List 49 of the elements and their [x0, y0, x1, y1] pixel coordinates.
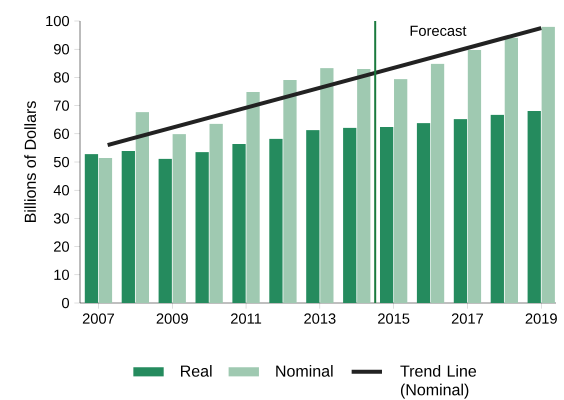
y-tick-label: 10 — [54, 270, 70, 280]
legend-label: Real — [181, 365, 212, 377]
bar — [172, 134, 186, 303]
bar — [122, 151, 135, 303]
legend-label: Nominal — [276, 365, 333, 377]
bar — [490, 114, 504, 303]
bar — [394, 79, 408, 303]
y-tick-label: 90 — [54, 44, 70, 54]
y-tick-label: 80 — [54, 72, 70, 83]
y-tick-label: 40 — [54, 185, 70, 196]
bar — [158, 158, 172, 303]
y-tick-label: 70 — [54, 100, 70, 111]
y-axis-title: Billions of Dollars — [24, 101, 36, 222]
bar — [98, 158, 112, 303]
bar — [269, 138, 283, 303]
x-tick-label: 2013 — [304, 313, 336, 324]
bar — [306, 130, 320, 303]
bar — [380, 127, 394, 303]
x-tick-label: 2011 — [231, 313, 262, 324]
x-tick-label: 2009 — [156, 313, 188, 324]
bar — [195, 152, 209, 303]
bar — [246, 92, 260, 303]
bar — [357, 68, 370, 303]
bar — [136, 112, 150, 303]
y-tick-label: 0 — [62, 298, 70, 308]
y-tick-label: 30 — [54, 213, 70, 224]
legend-label: Trend Line (Nominal) — [400, 365, 476, 399]
bar — [528, 110, 541, 303]
bar — [454, 119, 468, 303]
y-tick-label: 100 — [46, 16, 70, 26]
x-tick-label: 2007 — [82, 313, 114, 324]
bar — [468, 50, 482, 303]
x-tick-label: 2019 — [526, 313, 557, 324]
y-tick-label: 60 — [54, 128, 70, 139]
bar — [504, 38, 518, 303]
bar — [542, 26, 555, 303]
bar — [416, 123, 430, 303]
bar — [283, 80, 297, 303]
bar — [343, 128, 356, 303]
y-tick-label: 50 — [54, 156, 70, 168]
x-tick-label: 2015 — [378, 313, 410, 324]
x-tick-label: 2017 — [452, 313, 484, 324]
bar — [430, 64, 444, 303]
bar — [320, 68, 334, 303]
ref-line-label: Forecast — [410, 26, 466, 36]
bar — [84, 154, 98, 303]
y-tick-label: 20 — [54, 241, 70, 252]
bar — [232, 144, 246, 303]
bar — [210, 124, 223, 303]
